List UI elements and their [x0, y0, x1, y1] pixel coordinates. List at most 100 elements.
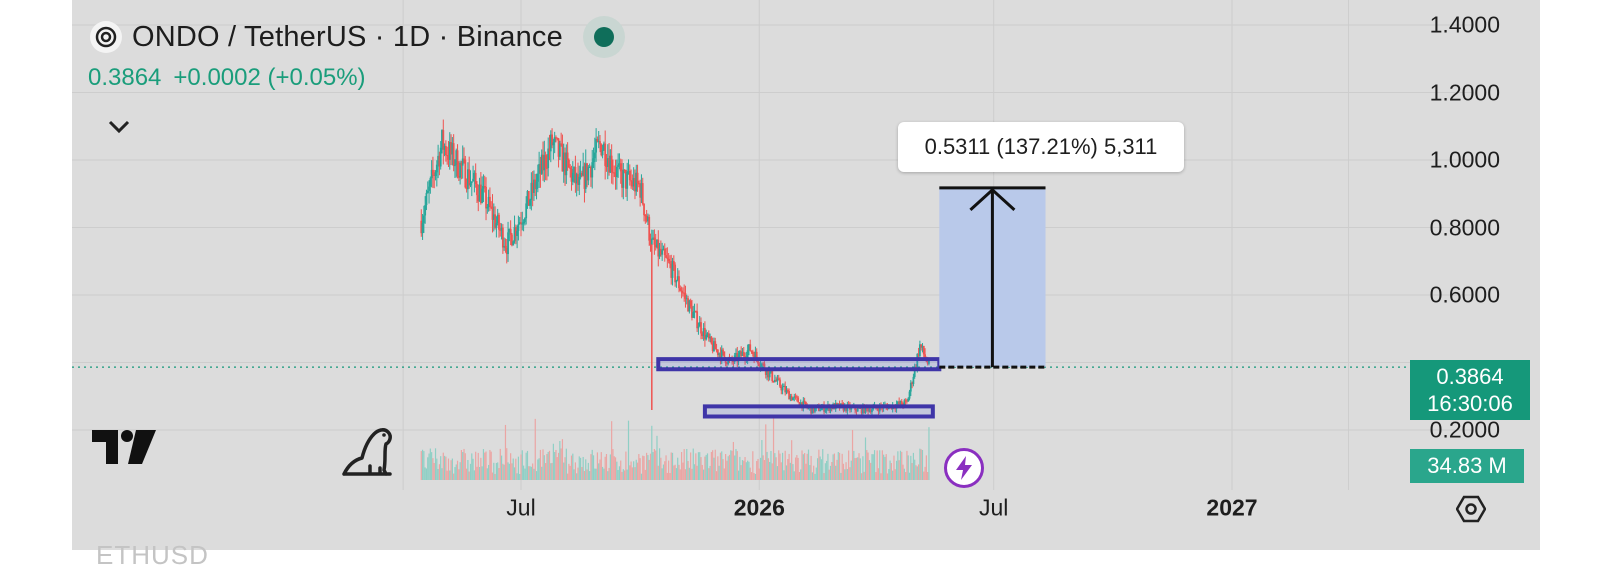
volume-bar: [770, 450, 772, 480]
volume-bar: [533, 468, 535, 480]
volume-bar: [609, 454, 611, 480]
candle-body: [421, 223, 424, 234]
bolt-icon[interactable]: [944, 448, 984, 488]
volume-bar: [639, 458, 641, 480]
volume-bar: [789, 462, 791, 480]
volume-bar: [614, 457, 617, 480]
candle-body: [694, 311, 697, 313]
candle-body: [758, 363, 761, 367]
candle-body: [829, 406, 832, 411]
volume-bar: [655, 450, 657, 480]
volume-bar: [600, 452, 602, 480]
candle-body: [683, 292, 686, 294]
volume-bar: [915, 465, 917, 480]
volume-bar: [437, 468, 439, 480]
candle-body: [548, 148, 551, 152]
candle-body: [859, 407, 862, 409]
candle-body: [522, 221, 525, 224]
candle-body: [507, 232, 509, 255]
candle-body: [562, 152, 565, 172]
volume-bar: [497, 462, 499, 480]
volume-bar: [892, 470, 894, 480]
candle-body: [709, 336, 711, 339]
volume-bar: [526, 450, 529, 480]
candle-body: [766, 369, 768, 375]
volume-bar: [894, 469, 896, 480]
volume-bar: [816, 458, 819, 480]
volume-bar: [453, 473, 455, 480]
volume-bar: [756, 461, 758, 480]
volume-bar: [529, 466, 531, 480]
volume-bar: [687, 461, 689, 480]
volume-bar: [516, 473, 518, 480]
volume-bar: [613, 456, 615, 480]
volume-bar: [617, 469, 619, 480]
volume-bar: [730, 450, 732, 480]
candle-body: [556, 137, 559, 139]
candle-body: [776, 378, 779, 382]
candle-body: [428, 186, 430, 191]
candle-body: [610, 155, 613, 173]
candle-body: [680, 290, 683, 293]
volume-bar: [861, 473, 863, 480]
volume-bar: [743, 460, 745, 480]
ondo-logo: [90, 21, 122, 53]
candle-body: [447, 155, 450, 160]
settings-hexagon-icon[interactable]: [1456, 494, 1486, 524]
volume-bar: [780, 462, 782, 480]
volume-bar: [914, 459, 916, 480]
volume-bar: [863, 471, 865, 480]
candle-body: [773, 379, 776, 382]
chevron-down-icon[interactable]: [108, 120, 130, 134]
candle-body: [681, 292, 684, 294]
volume-bar: [886, 473, 889, 480]
candle-body: [579, 172, 582, 177]
candle-body: [785, 389, 788, 393]
volume-bar: [472, 458, 474, 480]
dino-icon[interactable]: [340, 426, 396, 478]
volume-bar: [657, 465, 659, 480]
volume-bar: [815, 467, 817, 480]
volume-bar: [572, 453, 574, 480]
price-chart[interactable]: [72, 0, 1540, 550]
candle-body: [718, 353, 721, 356]
volume-bar: [841, 453, 843, 480]
candle-body: [720, 349, 723, 360]
volume-bar: [459, 462, 461, 480]
x-tick-label: Jul: [506, 494, 536, 521]
candle-body: [793, 396, 796, 398]
candle-body: [561, 144, 564, 172]
volume-bar: [612, 449, 614, 480]
market-status-indicator[interactable]: [582, 16, 625, 58]
volume-bar: [717, 456, 719, 480]
candle-body: [552, 142, 555, 146]
candle-body: [667, 258, 670, 262]
candle-body: [789, 396, 792, 400]
volume-bar: [495, 462, 497, 480]
candle-body: [487, 196, 490, 208]
volume-bar: [791, 440, 793, 480]
candle-body: [586, 163, 588, 181]
volume-bar: [643, 456, 645, 480]
symbol-title[interactable]: ONDO / TetherUS · 1D · Binance: [132, 20, 563, 53]
candle-body: [798, 402, 801, 406]
volume-bar: [712, 450, 714, 480]
candle-body: [657, 239, 660, 257]
candle-body: [531, 182, 534, 193]
candle-body: [596, 139, 599, 142]
candle-body: [542, 154, 544, 171]
candle-body: [779, 379, 781, 387]
volume-bar: [567, 473, 569, 480]
candle-body: [836, 402, 838, 404]
candle-body: [512, 241, 515, 246]
volume-bar: [757, 458, 759, 480]
volume-bar: [423, 451, 425, 480]
tradingview-logo[interactable]: [92, 430, 156, 464]
candle-body: [557, 138, 560, 157]
volume-bar: [833, 453, 836, 480]
volume-bar: [747, 460, 749, 480]
volume-bar: [537, 459, 539, 480]
volume-bar: [494, 473, 496, 480]
volume-bar: [541, 466, 543, 480]
volume-bar: [784, 450, 786, 480]
